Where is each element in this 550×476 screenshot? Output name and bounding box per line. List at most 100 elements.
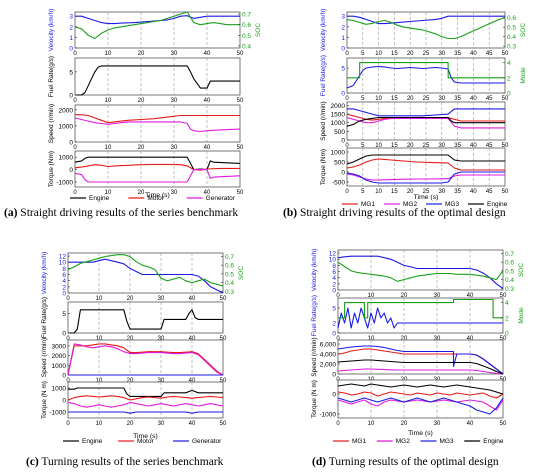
y-tick-label: 1000: [59, 155, 74, 162]
series-line-generator: [67, 343, 224, 376]
x-tick-label: 40: [470, 51, 477, 57]
x-tick-label: 10: [105, 145, 112, 151]
x-tick-label: 0: [73, 98, 77, 104]
y2-tick-label: 0.4: [242, 43, 251, 50]
y-tick-label: -1000: [49, 410, 66, 417]
caption-b: (b) Straight driving results of the opti…: [283, 207, 506, 219]
series-line-velocity: [68, 258, 224, 294]
y2-tick-label: 0.4: [225, 280, 234, 287]
y-tick-label: 5: [62, 311, 66, 318]
y-axis-label: Fuel Rate(g/s): [320, 55, 327, 96]
y2-tick-label: 2: [505, 315, 509, 322]
x-tick-label: 0: [336, 421, 340, 427]
series-line-engine: [337, 383, 504, 395]
plot-frame: [337, 297, 504, 334]
plot-frame: [74, 11, 241, 49]
chart-a-panel-2: 0 1000 2000 Speed (r/min) 0 10 20 30 40 50: [48, 104, 244, 151]
x-tick-label: 40: [189, 336, 196, 342]
y2-tick-label: 4: [505, 300, 509, 307]
y2-tick-label: 4: [507, 60, 511, 67]
legend-label: Engine: [82, 438, 103, 445]
x-tick-label: 20: [138, 190, 145, 196]
series-line-mg1: [346, 158, 505, 171]
y-tick-label: 1: [69, 35, 73, 42]
y2-tick-label: 2: [507, 75, 511, 82]
y-tick-label: 2: [69, 24, 73, 31]
x-tick-label: 30: [158, 421, 165, 427]
series-line-mg3: [337, 397, 504, 415]
y-tick-label: 0: [341, 91, 345, 98]
x-axis-label: Time (s): [133, 433, 158, 440]
y-tick-label: 4,000: [320, 352, 337, 359]
y-tick-label: 2: [62, 284, 66, 291]
x-tick-label: 35: [454, 51, 461, 57]
series-line-generator: [67, 401, 224, 408]
caption-c-text: Turning results of the series benchmark: [38, 456, 224, 468]
x-tick-label: 30: [438, 96, 445, 102]
y-tick-label: 0: [341, 170, 345, 177]
y-axis-label: Speed (r/min): [48, 104, 55, 143]
x-tick-label: 35: [454, 189, 461, 195]
x-tick-label: 20: [407, 189, 414, 195]
y2-tick-label: 0: [507, 91, 511, 98]
series-line-generator: [74, 169, 241, 183]
series-line-engine: [346, 154, 505, 165]
x-tick-label: 30: [438, 51, 445, 57]
chart-d-panel-1: 0 2 5 Fuel Rate(g/s) 0 2 4 Mode 0 10 20 30 40 50: [311, 295, 525, 342]
series-line-mg2: [337, 368, 504, 375]
y-axis-label: Speed (r/min): [311, 337, 318, 376]
x-tick-label: 0: [345, 96, 349, 102]
y-tick-label: 2: [332, 281, 336, 288]
x-tick-label: 40: [467, 421, 474, 427]
y-tick-label: 2: [341, 24, 345, 31]
caption-d: (d) Turning results of the optimal desig…: [312, 456, 499, 468]
caption-a-tag: (a): [4, 207, 18, 219]
x-tick-label: 50: [500, 293, 507, 299]
x-tick-label: 0: [73, 190, 77, 196]
x-tick-label: 30: [434, 293, 441, 299]
y-tick-label: 3: [69, 14, 73, 21]
x-tick-label: 10: [105, 51, 112, 57]
x-tick-label: 30: [158, 378, 165, 384]
x-axis-label: Time (s): [408, 430, 433, 437]
x-tick-label: 10: [368, 336, 375, 342]
x-tick-label: 45: [486, 189, 493, 195]
y2-tick-label: 0.7: [242, 12, 251, 19]
x-tick-label: 20: [407, 96, 414, 102]
x-tick-label: 30: [438, 189, 445, 195]
chart-b-panel-0: 0 1 2 3 Velocity (km/h) 0.3 0.4 0.5 0.6 SOC 0 5 10 15…: [320, 9, 527, 57]
y-tick-label: 4: [332, 275, 336, 282]
x-tick-label: 15: [391, 51, 398, 57]
x-tick-label: 10: [375, 96, 382, 102]
y2-tick-label: 0.4: [505, 277, 514, 284]
caption-b-tag: (b): [283, 207, 298, 219]
x-tick-label: 0: [73, 51, 77, 57]
y2-tick-label: 0.3: [225, 289, 234, 296]
x-tick-label: 0: [66, 296, 70, 302]
y-tick-label: 0: [62, 398, 66, 405]
x-tick-label: 40: [470, 189, 477, 195]
y2-tick-label: 0.3: [505, 286, 514, 293]
legend-label: Generator: [192, 438, 222, 445]
y-axis-label: Fuel Rate(g/s): [311, 295, 318, 336]
y-tick-label: 0: [332, 288, 336, 295]
y-axis-label: Speed (r/min): [41, 338, 48, 377]
y-tick-label: 1000: [331, 120, 346, 127]
x-tick-label: 10: [105, 98, 112, 104]
y-tick-label: 1000: [52, 386, 67, 393]
series-line-mode: [347, 62, 505, 79]
x-tick-label: 10: [368, 421, 375, 427]
y-tick-label: 5: [341, 66, 345, 73]
y-tick-label: 12: [329, 251, 337, 258]
x-tick-label: 20: [407, 51, 414, 57]
x-tick-label: 30: [171, 145, 178, 151]
x-tick-label: 50: [500, 336, 507, 342]
y-tick-label: 6: [62, 272, 66, 279]
x-tick-label: 30: [434, 421, 441, 427]
series-line-soc: [67, 254, 224, 287]
